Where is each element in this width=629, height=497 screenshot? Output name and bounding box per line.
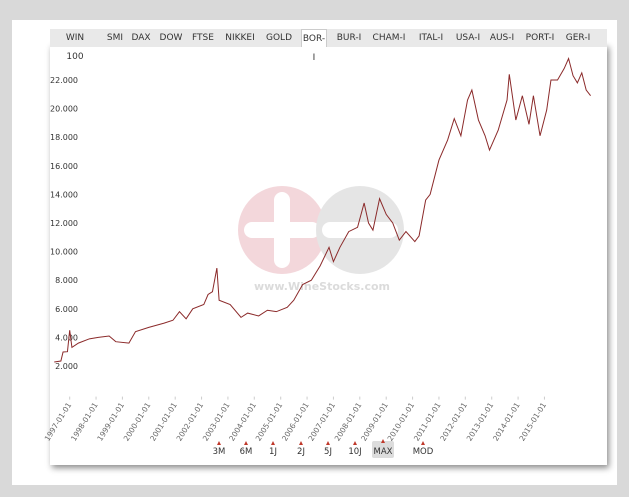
y-tick-label: 18.000 (50, 133, 78, 142)
range-button-label: 3M (213, 447, 226, 457)
range-button-marker (244, 441, 248, 445)
tab[interactable]: SMI (106, 33, 124, 43)
y-tick-label: 6.000 (55, 305, 78, 314)
tab[interactable]: WIN 100 (65, 33, 85, 62)
watermark-minus-bar (322, 222, 398, 238)
y-tick-label: 4.000 (55, 333, 78, 342)
range-button-marker (326, 441, 330, 445)
x-tick-label: 2015-01-01 (517, 401, 548, 443)
tab[interactable]: DAX (131, 33, 151, 43)
y-tick-label: 12.000 (50, 219, 78, 228)
y-tick-label: 8.000 (55, 276, 78, 285)
range-button-marker (353, 441, 357, 445)
tab[interactable]: ITAL-I (418, 33, 444, 43)
y-tick-label: 22.000 (50, 76, 78, 85)
tab[interactable]: GER-I (565, 33, 591, 43)
watermark-text: www.WineStocks.com (254, 280, 390, 293)
tab[interactable]: AUS-I (489, 33, 515, 43)
range-button-bg (372, 441, 394, 458)
range-button[interactable]: 5J (324, 441, 332, 457)
range-button-label: MAX (374, 447, 393, 457)
range-button-label: 5J (324, 447, 332, 457)
tab[interactable]: GOLD (266, 33, 293, 43)
tab-bar: WIN 100 SMI DAX DOW FTSE NIKKEI GOLD BOR-I BUR-I… (50, 29, 607, 63)
range-button[interactable]: 3M (213, 441, 226, 457)
range-button-marker (381, 439, 385, 443)
range-button-label: 1J (269, 447, 277, 457)
range-button[interactable]: MOD (413, 441, 434, 457)
range-button-label: MOD (413, 447, 434, 457)
y-tick-label: 14.000 (50, 190, 78, 199)
tab[interactable]: NIKKEI (225, 33, 255, 43)
tab[interactable]: BUR-I (336, 33, 362, 43)
range-button-label: 2J (297, 447, 305, 457)
range-button-marker (217, 441, 221, 445)
y-tick-label: 10.000 (50, 248, 78, 257)
y-tick-label: 16.000 (50, 162, 78, 171)
range-button-label: 6M (240, 447, 253, 457)
watermark: www.WineStocks.com (238, 186, 404, 293)
range-button-marker (421, 441, 425, 445)
tab[interactable]: PORT-I (525, 33, 555, 43)
tab[interactable]: DOW (159, 33, 183, 43)
price-line (54, 57, 591, 363)
y-tick-label: 2.000 (55, 362, 78, 371)
tab[interactable]: USA-I (455, 33, 481, 43)
range-button-marker (271, 441, 275, 445)
range-button[interactable]: 2J (297, 441, 305, 457)
range-button[interactable]: MAX (372, 439, 394, 458)
range-button-marker (299, 441, 303, 445)
range-button[interactable]: 1J (269, 441, 277, 457)
watermark-plus-bar (274, 192, 290, 268)
y-tick-label: 20.000 (50, 105, 78, 114)
tab[interactable]: BOR-I (301, 29, 327, 63)
tab[interactable]: FTSE (192, 33, 214, 43)
tab[interactable]: CHAM-I (372, 33, 406, 43)
range-button-label: 10J (348, 447, 361, 457)
range-button[interactable]: 10J (348, 441, 362, 457)
range-button[interactable]: 6M (240, 441, 253, 457)
